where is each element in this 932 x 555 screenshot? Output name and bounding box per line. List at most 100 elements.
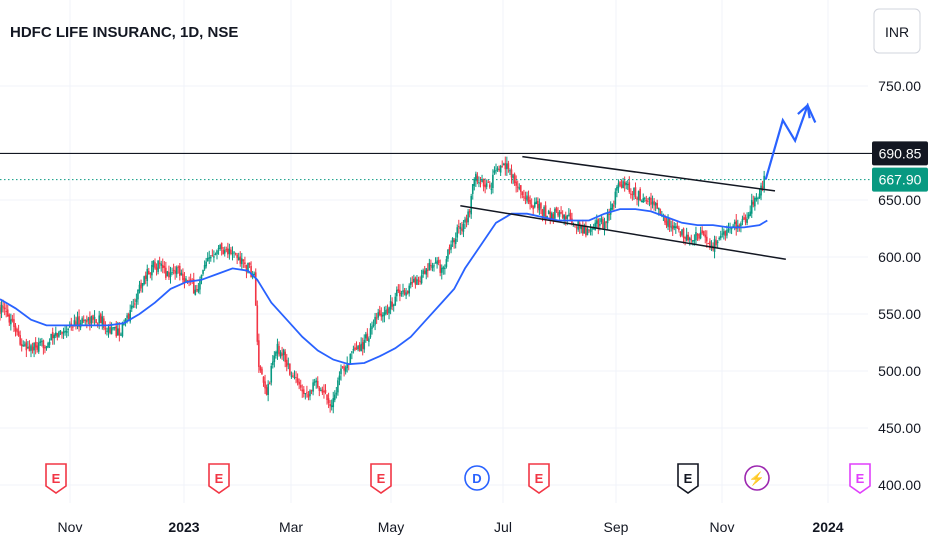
candle [518, 183, 521, 191]
candle-body [268, 383, 271, 385]
candle [165, 261, 167, 280]
candle-body [73, 320, 76, 327]
candle-body [335, 392, 338, 395]
candle [628, 176, 631, 194]
candle-body [425, 268, 428, 275]
candle-body [678, 227, 680, 231]
candle [37, 337, 40, 354]
earnings-event-icon[interactable]: E [208, 463, 230, 494]
candle-body [382, 314, 384, 317]
price-axis[interactable]: 750.00 650.00 600.00 550.00 500.00 450.00 400.… [878, 78, 921, 493]
candle-body [634, 187, 637, 197]
candle [616, 185, 618, 198]
candle-body [341, 366, 344, 368]
candle-body [45, 346, 48, 349]
candle [45, 345, 48, 351]
candle [447, 249, 449, 262]
candle [453, 238, 455, 249]
candle-body [606, 213, 609, 224]
candle [633, 187, 635, 200]
candle [382, 312, 384, 323]
candle-body [293, 376, 296, 378]
candle [245, 264, 248, 279]
candle-body [709, 241, 711, 249]
candle-body [557, 211, 559, 216]
candle [396, 286, 398, 302]
candle-body [53, 334, 56, 339]
dividend-event-icon[interactable]: D [464, 465, 490, 491]
candle-body [368, 338, 370, 342]
candle-body [715, 240, 717, 245]
candle [378, 305, 381, 317]
candle-body [462, 224, 465, 232]
last-price-tag: 667.90 [872, 167, 928, 192]
candle [704, 230, 707, 244]
candle [225, 246, 228, 253]
earnings-event-icon[interactable]: E [849, 463, 871, 494]
candle [310, 389, 313, 395]
candle [626, 179, 629, 190]
candle-body [676, 225, 679, 229]
candle-body [743, 217, 745, 220]
currency-button[interactable]: INR [873, 8, 921, 54]
earnings-event-icon[interactable]: E [370, 463, 392, 494]
candle [19, 330, 21, 346]
candle [414, 276, 417, 289]
candle [360, 337, 362, 352]
projection-arrowhead-icon [797, 103, 811, 119]
candle-body [301, 389, 304, 392]
event-badge-letter: D [472, 471, 481, 486]
candle-body [599, 223, 601, 226]
candle-body [631, 194, 634, 196]
plot-area[interactable] [0, 102, 872, 414]
chart-title: HDFC LIFE INSURANC, 1D, NSE [10, 24, 238, 41]
candle [479, 176, 482, 188]
candle-body [733, 222, 736, 225]
candle [222, 246, 224, 255]
split-event-icon[interactable]: ⚡ [744, 465, 770, 491]
y-tick-label: 500.00 [878, 363, 921, 379]
candle-body [580, 224, 583, 230]
time-axis[interactable]: Nov 2023 Mar May Jul Sep Nov 2024 [58, 519, 844, 535]
earnings-event-icon[interactable]: E [528, 463, 550, 494]
candle [458, 219, 460, 234]
candle-body [392, 304, 395, 306]
candle [47, 341, 49, 349]
candle [444, 264, 446, 275]
earnings-event-icon[interactable]: E [677, 463, 699, 494]
candle [140, 279, 142, 293]
candle [78, 309, 80, 332]
event-badge-shape [208, 463, 230, 494]
candle-body [552, 214, 555, 219]
channel-lower-line[interactable] [460, 204, 786, 261]
candle-body [589, 229, 592, 232]
candle [31, 342, 34, 354]
x-tick-label: Mar [279, 519, 303, 535]
candle [416, 275, 418, 286]
candle [750, 193, 753, 218]
candle-body [617, 183, 620, 189]
candle [431, 262, 434, 272]
candle [192, 272, 195, 294]
candle [205, 257, 207, 269]
projection-path[interactable] [764, 102, 817, 180]
candle-body [72, 326, 74, 328]
candle-body [337, 380, 339, 393]
candle [585, 221, 587, 238]
candle [0, 300, 3, 319]
candle-body [10, 319, 12, 325]
candle-body [118, 328, 121, 336]
channel-upper-line[interactable] [522, 155, 776, 192]
candle-body [605, 221, 607, 224]
candle [241, 252, 243, 269]
candle-body [526, 195, 528, 201]
candle-body [253, 273, 255, 275]
candle-body [227, 248, 229, 255]
candle-body [327, 398, 330, 404]
earnings-event-icon[interactable]: E [45, 463, 67, 494]
candle [17, 324, 20, 337]
candle-body [588, 229, 590, 231]
candle [157, 259, 159, 275]
candle [578, 220, 581, 234]
